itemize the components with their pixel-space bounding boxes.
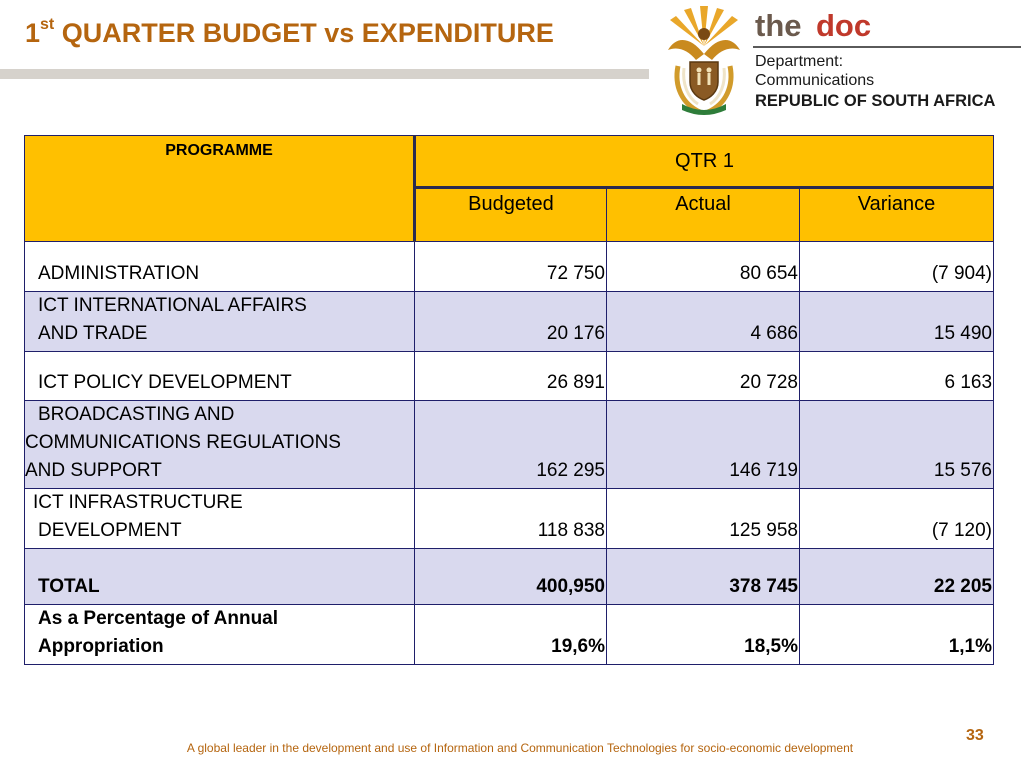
- row-budgeted: 72 750: [414, 241, 607, 292]
- table-row: BROADCASTING AND COMMUNICATIONS REGULATIO…: [24, 400, 995, 489]
- row-programme: BROADCASTING AND COMMUNICATIONS REGULATIO…: [24, 400, 415, 489]
- table-row-percentage: As a Percentage of Annual Appropriation 1…: [24, 604, 995, 665]
- row-variance: 15 490: [798, 291, 995, 352]
- row-budgeted: 26 891: [414, 351, 607, 401]
- brand-communications: Communications: [755, 72, 875, 89]
- brand-the-text: the: [755, 8, 802, 43]
- row-actual: 80 654: [606, 241, 800, 292]
- row-programme: ICT INTERNATIONAL AFFAIRS AND TRADE: [24, 291, 415, 352]
- table-row-total: TOTAL 400,950 378 745 22 205: [24, 548, 995, 605]
- row-budgeted: 20 176: [414, 291, 607, 352]
- table-row: ICT INFRASTRUCTURE DEVELOPMENT 118 838 12…: [24, 488, 995, 549]
- row-variance: (7 120): [798, 488, 995, 549]
- row-variance: (7 904): [798, 241, 995, 292]
- title-underline: [0, 69, 649, 79]
- row-programme: ICT INFRASTRUCTURE DEVELOPMENT: [24, 488, 415, 549]
- brand-doc-text: doc: [816, 8, 872, 43]
- page-title: 1st QUARTER BUDGET vs EXPENDITURE: [25, 16, 554, 48]
- row-actual: 125 958: [606, 488, 800, 549]
- budget-table: PROGRAMME QTR 1 Budgeted Actual Variance…: [24, 135, 995, 665]
- table-row: ICT POLICY DEVELOPMENT 26 891 20 728 6 1…: [24, 351, 995, 401]
- page-number: 33: [966, 727, 984, 744]
- row-programme: ADMINISTRATION: [24, 241, 415, 292]
- row-actual: 378 745: [606, 548, 800, 605]
- coat-of-arms-icon: [668, 6, 740, 115]
- row-programme: TOTAL: [24, 548, 415, 605]
- table-subheader-row: Budgeted Actual Variance: [25, 187, 995, 242]
- coat-of-arms-logo: [660, 6, 748, 116]
- footer-tagline: A global leader in the development and u…: [186, 741, 854, 755]
- row-variance: 1,1%: [798, 604, 995, 665]
- header-actual: Actual: [606, 187, 800, 242]
- brand-department: Department:: [755, 53, 844, 70]
- row-programme: As a Percentage of Annual Appropriation: [24, 604, 415, 665]
- row-variance: 22 205: [798, 548, 995, 605]
- row-variance: 15 576: [798, 400, 995, 489]
- brand-divider: [753, 46, 1021, 48]
- row-programme: ICT POLICY DEVELOPMENT: [24, 351, 415, 401]
- table-row: ADMINISTRATION 72 750 80 654 (7 904): [24, 241, 995, 292]
- row-actual: 18,5%: [606, 604, 800, 665]
- header-programme: PROGRAMME: [24, 135, 416, 242]
- header-qtr: QTR 1: [413, 135, 995, 189]
- row-variance: 6 163: [798, 351, 995, 401]
- row-budgeted: 400,950: [414, 548, 607, 605]
- header-budgeted: Budgeted: [414, 187, 607, 242]
- brand-country: REPUBLIC OF SOUTH AFRICA: [755, 92, 996, 110]
- row-budgeted: 19,6%: [414, 604, 607, 665]
- row-budgeted: 162 295: [414, 400, 607, 489]
- row-budgeted: 118 838: [414, 488, 607, 549]
- header-variance: Variance: [798, 187, 995, 242]
- table-row: ICT INTERNATIONAL AFFAIRS AND TRADE 20 17…: [24, 291, 995, 352]
- row-actual: 146 719: [606, 400, 800, 489]
- row-actual: 4 686: [606, 291, 800, 352]
- row-actual: 20 728: [606, 351, 800, 401]
- table-header-row: PROGRAMME QTR 1: [24, 135, 995, 242]
